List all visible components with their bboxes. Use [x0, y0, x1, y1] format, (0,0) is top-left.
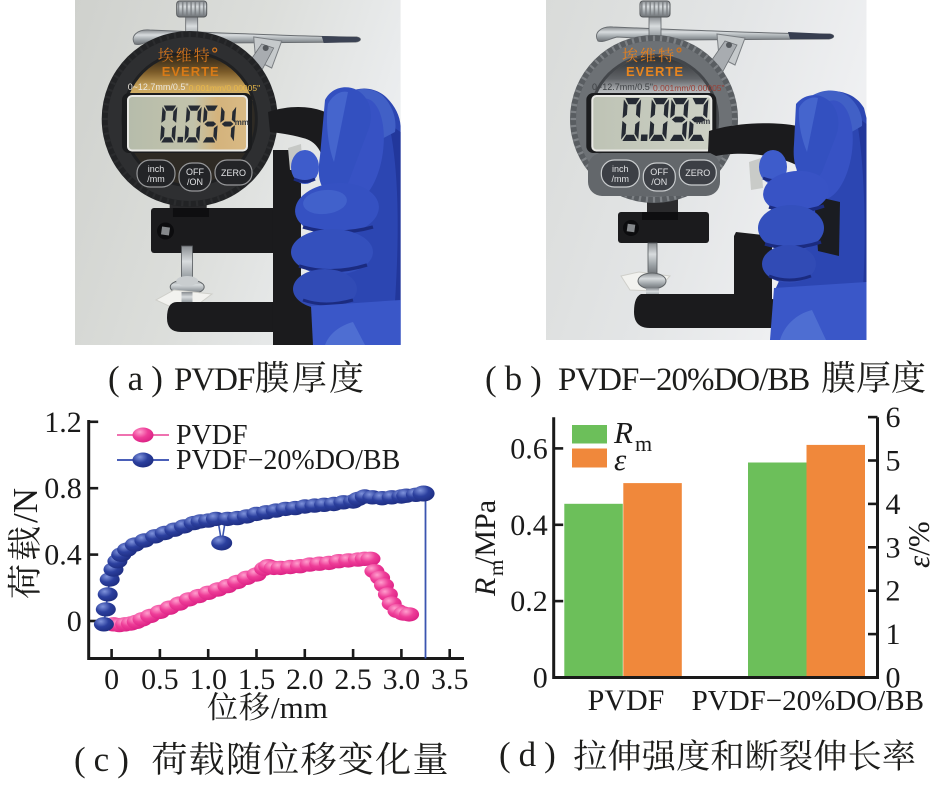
svg-text:0.4: 0.4: [510, 509, 548, 542]
svg-text:(b): (b): [485, 359, 550, 398]
svg-text:PVDF−20%DO/BB: PVDF−20%DO/BB: [692, 685, 924, 717]
svg-text:OFF: OFF: [186, 167, 204, 177]
svg-text:0: 0: [104, 663, 119, 696]
svg-text:R: R: [613, 415, 633, 450]
svg-text:PVDF: PVDF: [174, 362, 255, 398]
svg-text:R: R: [469, 578, 502, 597]
svg-text:mm: mm: [234, 118, 248, 127]
svg-text:EVERTE: EVERTE: [626, 64, 684, 79]
svg-text:0: 0: [886, 662, 901, 695]
svg-text:ZERO: ZERO: [221, 168, 246, 178]
svg-text:ε/%: ε/%: [901, 521, 936, 568]
svg-text:PVDF: PVDF: [176, 420, 248, 451]
svg-text:/N: /N: [6, 488, 45, 523]
svg-text:0: 0: [67, 605, 82, 638]
svg-text:1.0: 1.0: [189, 663, 227, 696]
svg-text:0.5: 0.5: [141, 663, 179, 696]
svg-text:(a): (a): [108, 359, 171, 398]
svg-text:0.001mm/0.00005": 0.001mm/0.00005": [188, 83, 259, 93]
svg-text:inch: inch: [147, 164, 163, 174]
svg-text:0~12.7mm/0.5": 0~12.7mm/0.5": [127, 82, 188, 92]
svg-text:2.5: 2.5: [334, 663, 372, 696]
svg-text:6: 6: [886, 401, 901, 434]
svg-text:/mm: /mm: [612, 174, 630, 184]
svg-text:m: m: [484, 560, 508, 576]
svg-text:(c): (c): [74, 740, 137, 779]
svg-text:inch: inch: [612, 164, 629, 174]
svg-text:/mm: /mm: [147, 174, 164, 184]
svg-text:/MPa: /MPa: [469, 500, 502, 565]
svg-text:1.5: 1.5: [238, 663, 276, 696]
svg-text:0.4: 0.4: [44, 539, 82, 572]
svg-text:5: 5: [886, 445, 901, 478]
svg-text:0~12.7mm/0.5": 0~12.7mm/0.5": [592, 82, 653, 92]
svg-text:3.5: 3.5: [431, 663, 469, 696]
svg-text:/ON: /ON: [651, 177, 667, 187]
svg-text:OFF: OFF: [650, 167, 668, 177]
svg-text:EVERTE: EVERTE: [161, 64, 219, 79]
svg-text:1: 1: [886, 618, 901, 651]
svg-text:PVDF−20%DO/BB: PVDF−20%DO/BB: [558, 362, 809, 398]
svg-text:/mm: /mm: [271, 690, 328, 725]
svg-text:PVDF: PVDF: [588, 684, 665, 717]
svg-text:0.8: 0.8: [44, 472, 82, 505]
svg-text:ε: ε: [614, 442, 627, 477]
svg-text:mm: mm: [696, 117, 710, 126]
svg-text:0.6: 0.6: [510, 432, 548, 465]
svg-text:/ON: /ON: [187, 177, 203, 187]
svg-text:ZERO: ZERO: [685, 168, 710, 178]
svg-text:1.2: 1.2: [44, 406, 82, 439]
svg-text:3.0: 3.0: [383, 663, 421, 696]
svg-text:(d): (d): [499, 735, 564, 774]
svg-text:0.2: 0.2: [510, 585, 548, 618]
svg-text:0: 0: [533, 662, 548, 695]
svg-text:3: 3: [886, 531, 901, 564]
svg-text:PVDF−20%DO/BB: PVDF−20%DO/BB: [176, 445, 400, 476]
svg-text:m: m: [635, 431, 652, 456]
svg-text:0.001mm/0.00005": 0.001mm/0.00005": [653, 83, 725, 93]
svg-text:2: 2: [886, 575, 901, 608]
svg-text:2.0: 2.0: [286, 663, 324, 696]
svg-text:4: 4: [886, 488, 901, 521]
